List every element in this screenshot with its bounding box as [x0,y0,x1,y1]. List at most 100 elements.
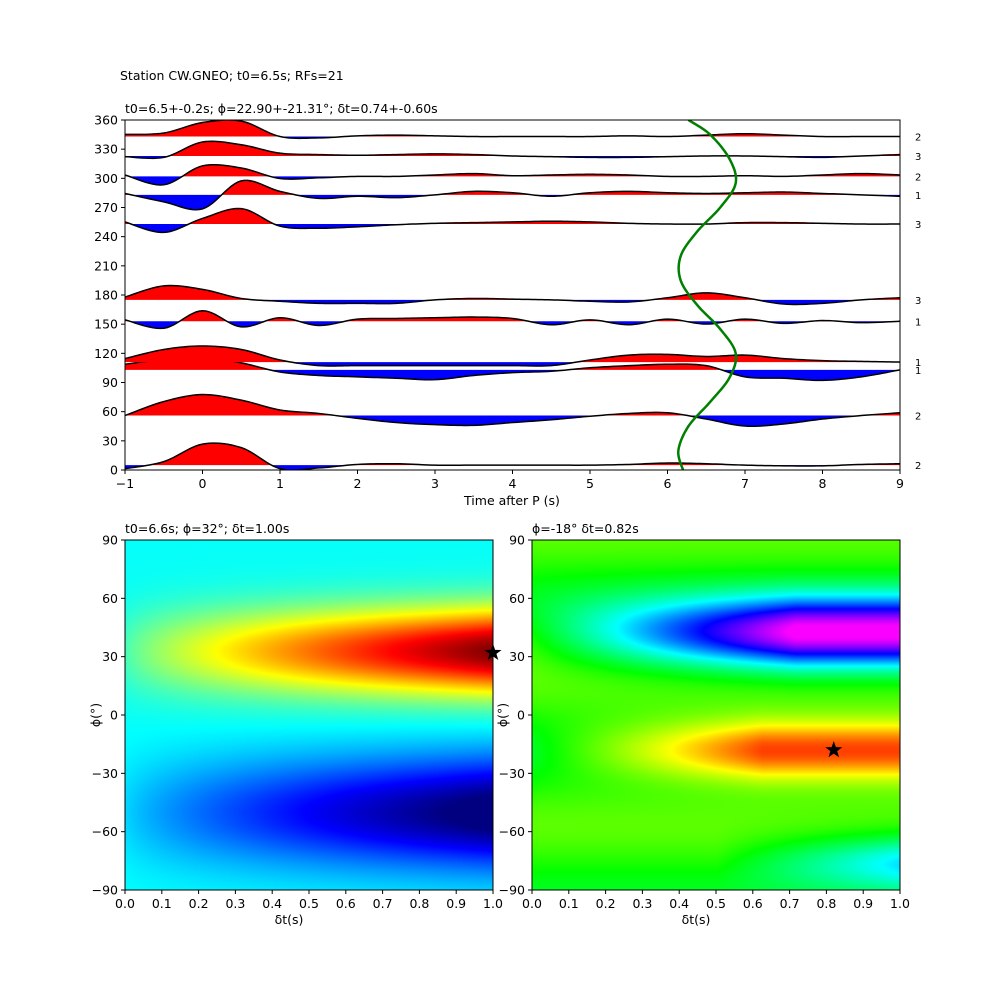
trace-2-negative-fill [125,369,900,381]
right-best-fit-star [825,741,843,758]
trace-6-negative-fill [125,224,900,233]
left-x-axis: 0.0 0.1 0.2 0.3 0.4 0.5 0.6 0.7 0.8 0.9 1.0 [115,890,503,911]
y-tick-label: 60 [102,404,118,419]
x-tick-label: 0.2 [596,896,616,911]
x-tick-label: 6 [664,476,672,491]
trace-6-positive-fill [125,208,900,225]
trace-7-line [125,179,900,211]
left-y-axis-label: ϕ(°) [88,703,103,727]
y-tick-label: 330 [94,142,118,157]
x-tick-label: 0.3 [632,896,652,911]
y-tick-label: 0 [517,708,525,723]
x-tick-label: 2 [354,476,362,491]
x-tick-label: 3 [431,476,439,491]
trace-3-positive-fill [125,345,900,363]
y-tick-label: 240 [94,229,118,244]
y-tick-label: 60 [509,591,525,606]
x-tick-label: 0.5 [299,896,319,911]
x-tick-label: 0.0 [522,896,542,911]
y-tick-label: 90 [509,533,525,548]
y-tick-label: 150 [94,317,118,332]
trace-9-line [125,140,900,160]
right-heatmap [532,540,900,890]
y-tick-label: −30 [499,766,525,781]
x-tick-label: 0.1 [152,896,172,911]
y-tick-label: −90 [499,883,525,898]
x-tick-label: −1 [116,476,134,491]
y-tick-label: 30 [102,433,118,448]
trace-9-negative-fill [125,155,900,159]
y-tick-label: 360 [94,113,118,128]
right-panel-title: ϕ=-18° δt=0.82s [532,521,639,536]
y-tick-label: 180 [94,288,118,303]
y-tick-label: −60 [499,824,525,839]
trace-5-count-label: 3 [915,296,921,307]
y-tick-label: 120 [94,346,118,361]
x-tick-label: 4 [509,476,517,491]
x-tick-label: 0.2 [189,896,209,911]
delay-curve-layer [676,120,738,470]
delay-curve [676,120,738,470]
y-tick-label: 90 [102,375,118,390]
x-tick-label: 0.8 [816,896,836,911]
trace-0-count-label: 2 [915,461,921,472]
trace-10-line [125,120,900,140]
trace-1-count-label: 2 [915,412,921,423]
figure-title: Station CW.GNEO; t0=6.5s; RFs=21 [120,68,344,83]
x-tick-label: 0.9 [446,896,466,911]
y-tick-label: 90 [102,533,118,548]
trace-0-line [125,442,900,470]
x-tick-label: 0.9 [853,896,873,911]
right-x-axis: 0.0 0.1 0.2 0.3 0.4 0.5 0.6 0.7 0.8 0.9 1.0 [522,890,910,911]
right-y-axis-label: ϕ(°) [495,703,510,727]
trace-4-count-label: 1 [915,317,921,328]
x-tick-label: 9 [896,476,904,491]
trace-4-line [125,309,900,330]
traces-y-axis: 0 30 60 90 120 150 180 210 240 270 300 330 360 [94,113,125,478]
x-tick-label: 0.6 [336,896,356,911]
trace-1-negative-fill [125,415,900,427]
trace-3-line [125,345,900,367]
left-heatmap [125,540,493,890]
traces-x-axis: −1 0 1 2 3 4 5 6 7 8 9 [116,470,904,491]
y-tick-label: 30 [509,649,525,664]
x-tick-label: 1.0 [483,896,503,911]
trace-4-negative-fill [125,321,900,329]
x-tick-label: 1.0 [890,896,910,911]
left-heatmap-container [125,540,493,890]
left-y-axis: −90 −60 −30 0 30 60 90 [92,533,125,898]
x-tick-label: 0.5 [706,896,726,911]
traces-x-axis-label: Time after P (s) [463,493,560,508]
best-fit-star-icon [484,643,502,661]
trace-5-positive-fill [125,285,900,300]
traces-panel-title: t0=6.5+-0.2s; ϕ=22.90+-21.31°; δt=0.74+-… [125,101,438,116]
left-best-fit-star [484,643,502,661]
y-tick-label: −90 [92,883,118,898]
trace-9-count-label: 3 [915,152,921,163]
trace-10-count-label: 2 [915,133,921,144]
best-fit-star-icon [825,741,843,758]
y-tick-label: −30 [92,766,118,781]
x-tick-label: 0.3 [225,896,245,911]
trace-1-line [125,393,900,428]
trace-2-positive-fill [125,357,900,370]
trace-6-line [125,207,900,234]
traces-plot-area [125,120,900,470]
left-x-axis-label: δt(s) [275,912,304,927]
x-tick-label: 0.7 [373,896,393,911]
y-tick-label: 0 [110,708,118,723]
trace-0-negative-fill [125,465,900,470]
trace-3-count-label: 1 [915,358,921,369]
trace-6-count-label: 3 [915,220,921,231]
y-tick-label: 30 [102,649,118,664]
trace-8-line [125,163,900,186]
x-tick-label: 0.8 [409,896,429,911]
trace-2-count-label: 1 [915,366,921,377]
x-tick-label: 0.4 [669,896,689,911]
grid-search-panel-left: t0=6.6s; ϕ=32°; δt=1.00s 0.0 0.1 0.2 0.3 0.4… [88,521,503,927]
y-tick-label: 300 [94,171,118,186]
x-tick-label: 5 [586,476,594,491]
y-tick-label: 60 [102,591,118,606]
